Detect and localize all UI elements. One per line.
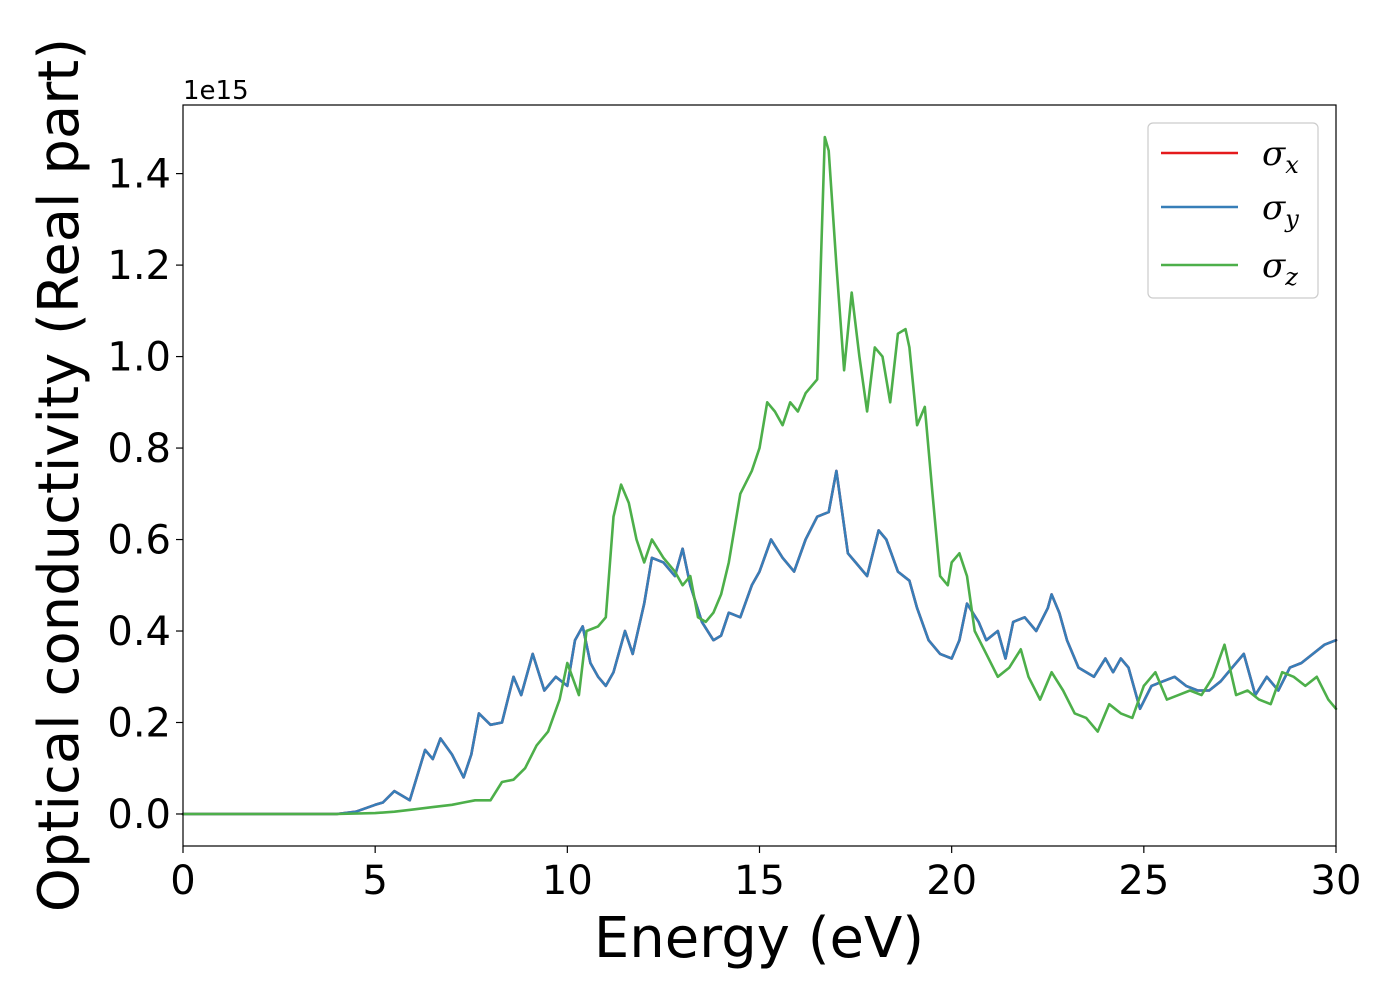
x-tick-label: 30 <box>1311 858 1362 904</box>
y-offset-label: 1e15 <box>183 76 249 106</box>
y-tick-label: 0.6 <box>107 518 171 564</box>
y-axis-label: Optical conductivity (Real part) <box>27 38 92 912</box>
series-line-z <box>181 135 1338 816</box>
y-tick-label: 0.2 <box>107 701 171 747</box>
legend-box <box>1147 122 1319 299</box>
x-axis: 0 5 10 15 20 25 30 <box>170 846 1361 904</box>
y-tick-label: 0.0 <box>107 792 171 838</box>
y-tick-label: 0.8 <box>107 426 171 472</box>
series-line-y <box>181 469 1338 816</box>
y-tick-label: 1.0 <box>107 335 171 381</box>
legend-label: σy <box>1262 188 1299 233</box>
legend-label: σz <box>1262 246 1298 291</box>
y-tick-label: 1.2 <box>107 243 171 289</box>
series-line-x <box>181 469 1338 816</box>
x-tick-label: 20 <box>926 858 977 904</box>
y-axis: 0.0 0.2 0.4 0.6 0.8 1.0 1.2 1.4 <box>107 152 183 838</box>
x-tick-label: 10 <box>542 858 593 904</box>
y-tick-label: 1.4 <box>107 152 171 198</box>
x-tick-label: 15 <box>734 858 785 904</box>
y-tick-label: 0.4 <box>107 609 171 655</box>
legend: σx σy σz <box>1147 122 1319 299</box>
x-axis-label: Energy (eV) <box>594 906 924 971</box>
x-tick-label: 25 <box>1118 858 1169 904</box>
x-tick-label: 0 <box>170 858 195 904</box>
series-lines <box>181 135 1338 816</box>
legend-label: σx <box>1262 134 1299 179</box>
x-tick-label: 5 <box>362 858 387 904</box>
